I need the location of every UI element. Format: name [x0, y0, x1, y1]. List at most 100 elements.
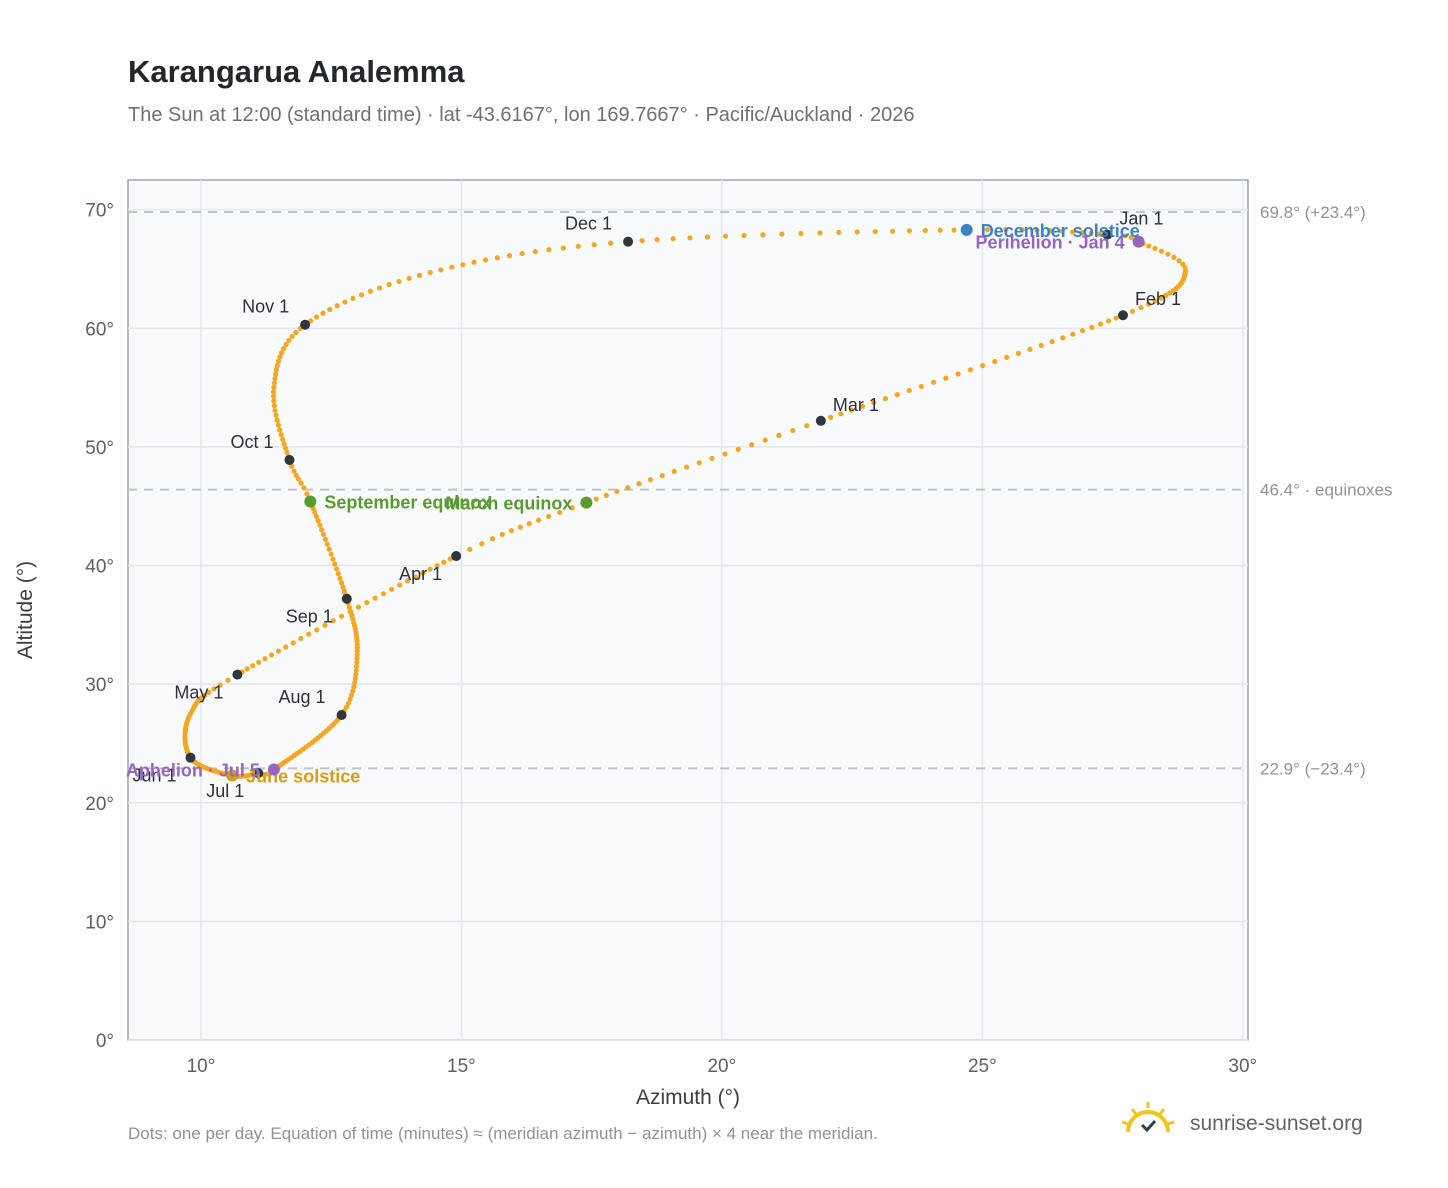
plot-area	[127, 179, 1249, 1041]
daily-dot	[687, 235, 693, 241]
daily-dot	[353, 667, 359, 674]
daily-dot	[670, 236, 676, 242]
month-markers: Jan 1 Feb 1 Mar 1 Apr 1 May 1 Jun 1 Jul 1 Aug 1…	[132, 209, 1181, 802]
daily-dot	[320, 531, 327, 538]
daily-dot	[1059, 228, 1065, 234]
reference-line-label: 69.8° (+23.4°)	[1260, 203, 1366, 222]
daily-dot	[557, 509, 563, 516]
daily-dot	[262, 656, 268, 662]
month-marker	[815, 415, 826, 426]
y-axis-label: Altitude (°)	[14, 561, 37, 659]
daily-dot	[278, 350, 285, 356]
daily-dot	[333, 566, 340, 572]
daily-dot	[1146, 243, 1152, 249]
daily-dot	[271, 403, 277, 409]
daily-dot	[380, 591, 387, 597]
daily-dot	[346, 605, 353, 611]
y-tick-label: 30°	[85, 675, 114, 696]
month-marker-label: Aug 1	[279, 687, 326, 707]
daily-dot	[349, 692, 355, 698]
month-marker-label: Apr 1	[399, 564, 442, 584]
daily-dot	[271, 398, 277, 404]
y-tick-label: 40°	[85, 557, 114, 578]
daily-dot	[348, 609, 354, 615]
daily-dot	[836, 229, 842, 236]
sun-icon	[1121, 1102, 1175, 1133]
daily-dot	[327, 306, 333, 313]
daily-dot	[326, 546, 332, 552]
month-marker	[300, 319, 311, 330]
daily-dot	[273, 412, 279, 418]
daily-dot	[351, 684, 357, 690]
daily-dot	[1158, 295, 1164, 301]
daily-dot	[532, 249, 538, 255]
daily-dot	[268, 652, 275, 658]
month-marker	[1102, 229, 1113, 240]
daily-dot	[1129, 308, 1136, 314]
daily-dot	[1158, 248, 1165, 254]
daily-dot	[271, 380, 277, 386]
daily-dot	[352, 676, 358, 682]
event-label: June solstice	[246, 766, 360, 786]
daily-dot	[922, 227, 928, 234]
daily-dot	[320, 310, 326, 316]
month-marker-label: Jun 1	[132, 766, 176, 786]
daily-dot	[272, 407, 278, 414]
daily-dot	[943, 375, 949, 381]
daily-dot	[270, 393, 277, 399]
grid-lines	[128, 180, 1248, 1041]
daily-dot	[438, 267, 444, 273]
daily-dot	[906, 387, 912, 394]
daily-dot	[396, 278, 402, 285]
month-marker-label: Sep 1	[286, 607, 333, 627]
daily-dot	[906, 228, 913, 234]
x-tick-label: 25°	[968, 1056, 997, 1077]
daily-dot	[274, 417, 280, 423]
daily-dot	[546, 247, 552, 253]
month-marker-label: Jan 1	[1119, 209, 1163, 229]
daily-dot	[838, 411, 844, 417]
y-tick-label: 10°	[85, 912, 114, 933]
daily-dot	[313, 513, 319, 519]
daily-dot	[569, 505, 575, 511]
daily-dot	[416, 272, 423, 278]
daily-dot	[1152, 298, 1158, 304]
daily-dot	[955, 371, 961, 377]
month-marker	[232, 669, 243, 680]
event-marker	[960, 223, 973, 236]
daily-dot	[482, 257, 489, 263]
daily-dot	[449, 264, 455, 270]
daily-dot	[1152, 245, 1158, 252]
daily-dot	[225, 677, 231, 683]
daily-dot	[332, 561, 338, 567]
daily-dot	[281, 441, 287, 447]
daily-dot	[328, 551, 334, 557]
daily-dot	[722, 451, 728, 457]
daily-dot	[322, 622, 328, 628]
daily-dot	[608, 240, 614, 246]
daily-dot	[859, 403, 866, 410]
daily-dot	[1079, 328, 1086, 334]
daily-dot	[992, 358, 998, 365]
event-marker	[304, 495, 317, 508]
month-marker	[336, 709, 347, 720]
daily-dot	[211, 686, 217, 692]
daily-dot	[427, 566, 433, 572]
daily-dot	[1027, 346, 1033, 352]
daily-dot	[779, 231, 785, 237]
brand-logo[interactable]: sunrise-sunset.org	[1120, 1100, 1390, 1148]
daily-dot	[330, 618, 336, 624]
daily-dot	[798, 230, 804, 237]
daily-dot	[671, 468, 677, 475]
daily-dot	[330, 556, 336, 562]
daily-dot	[489, 536, 496, 542]
daily-dot	[894, 392, 900, 398]
daily-dot	[872, 228, 878, 235]
month-marker	[253, 768, 264, 779]
month-marker	[185, 752, 196, 763]
daily-dot	[283, 341, 289, 348]
daily-dot	[790, 427, 796, 434]
event-label: Perihelion · Jan 4	[976, 233, 1125, 253]
daily-dot	[804, 423, 810, 429]
